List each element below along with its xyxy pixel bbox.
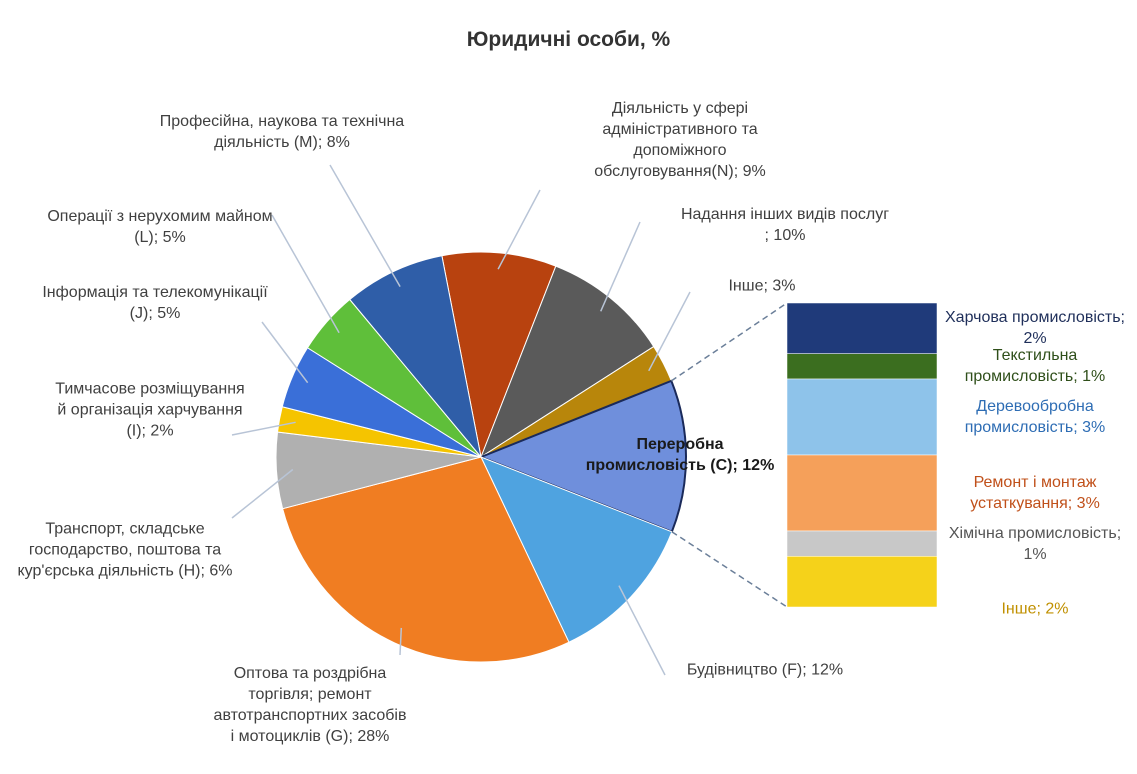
data-label: Транспорт, складське господарство, пошто… <box>17 520 233 580</box>
data-label: Операції з нерухомим майном (L); 5% <box>47 208 273 246</box>
leader-line <box>261 321 309 384</box>
connector <box>670 302 788 382</box>
leader-line <box>231 421 296 436</box>
data-label: Харчова промисловість; 2% <box>945 309 1125 348</box>
leader-line <box>497 189 541 270</box>
bar-segment <box>786 353 938 380</box>
leader-line <box>329 164 401 288</box>
leader-line <box>618 585 666 676</box>
leader-line <box>600 221 641 312</box>
chart-title: Юридичні особи, % <box>466 28 671 51</box>
data-label: Інше; 2% <box>1001 600 1069 618</box>
leader-line <box>399 627 403 656</box>
data-label: Переробна промисловість (C); 12% <box>585 436 775 474</box>
bar-segment <box>786 302 938 354</box>
pie-slice <box>441 251 557 459</box>
data-label: Діяльність у сфері адміністративного та … <box>594 100 766 180</box>
leader-line <box>648 291 691 372</box>
data-label: Інформація та телекомунікації (J); 5% <box>42 284 268 322</box>
data-label: Надання інших видів послуг ; 10% <box>680 206 890 244</box>
bar-segment <box>786 454 938 532</box>
pie-slice <box>282 456 570 663</box>
data-label: Ремонт і монтаж устаткування; 3% <box>970 474 1100 512</box>
data-label: Інше; 3% <box>728 277 796 295</box>
pie-slice <box>478 379 687 534</box>
leader-line <box>231 468 294 519</box>
bar-segment <box>786 556 938 608</box>
data-label: Деревообробна промисловість; 3% <box>964 398 1106 436</box>
leader-line <box>271 214 340 334</box>
data-label: Професійна, наукова та технічна діяльніс… <box>159 113 405 151</box>
connector <box>671 531 788 608</box>
data-label: Оптова та роздрібна торгівля; ремонт авт… <box>213 665 407 745</box>
data-label: Тимчасове розміщування й організація хар… <box>55 380 245 440</box>
data-label: Будівництво (F); 12% <box>686 661 844 679</box>
pie-slice <box>349 255 482 458</box>
data-label: Текстильна промисловість; 1% <box>964 347 1106 386</box>
bar-segment <box>786 530 938 557</box>
bar-segment <box>786 378 938 456</box>
data-label: Хімічна промисловість; 1% <box>948 524 1122 563</box>
pie-slice <box>479 265 655 459</box>
